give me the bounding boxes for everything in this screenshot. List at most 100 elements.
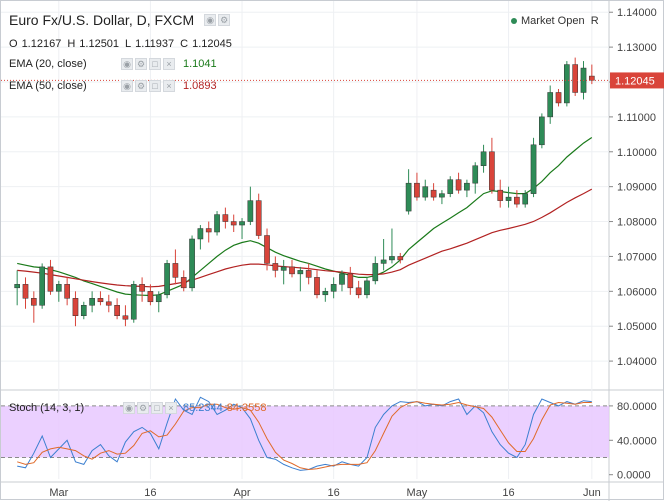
- candle-body: [272, 263, 279, 271]
- candle-body: [464, 182, 470, 191]
- candle-body: [414, 182, 420, 198]
- candle-body: [97, 298, 104, 303]
- candle-body: [289, 266, 295, 275]
- candle-body: [439, 193, 445, 198]
- settings-icon[interactable]: ⚙: [137, 402, 149, 414]
- close-icon[interactable]: ×: [163, 58, 175, 70]
- candle-body: [122, 315, 129, 320]
- ema50-line: [17, 188, 593, 288]
- candle-body: [364, 280, 370, 296]
- candle: [314, 270, 320, 299]
- candle: [180, 270, 187, 292]
- candle: [380, 238, 387, 271]
- duplicate-icon[interactable]: □: [151, 402, 163, 414]
- close-icon[interactable]: ×: [165, 402, 177, 414]
- y-tick-label: 1.07000: [617, 251, 657, 263]
- candle: [139, 277, 145, 302]
- candle-body: [539, 116, 545, 146]
- candle-body: [255, 200, 262, 236]
- y-tick-label: 1.04000: [617, 356, 657, 368]
- candle: [197, 225, 204, 250]
- candle-body: [589, 75, 595, 81]
- symbol-title[interactable]: Euro Fx/U.S. Dollar, D, FXCM: [9, 12, 195, 28]
- candle-body: [72, 298, 79, 316]
- eye-icon[interactable]: ◉: [121, 80, 133, 92]
- close-icon[interactable]: ×: [163, 80, 175, 92]
- candle: [14, 270, 20, 306]
- last-price-label: 1.12045: [615, 75, 655, 87]
- candle-body: [389, 256, 395, 261]
- candle-body: [497, 189, 504, 201]
- candle: [122, 305, 129, 327]
- candle: [105, 294, 112, 313]
- market-status[interactable]: Market Open R: [511, 15, 599, 27]
- candle-body: [89, 298, 95, 306]
- candle-body: [14, 284, 20, 289]
- candle-body: [455, 179, 462, 191]
- ema20-label[interactable]: EMA (20, close): [9, 58, 87, 70]
- settings-icon[interactable]: ⚙: [135, 58, 147, 70]
- duplicate-icon[interactable]: □: [149, 80, 161, 92]
- candle: [189, 235, 195, 292]
- stoch-y-tick-label: 80.0000: [617, 401, 657, 413]
- candle: [339, 270, 345, 292]
- x-tick-label: 16: [144, 487, 156, 499]
- y-tick-label: 1.10000: [617, 147, 657, 159]
- candle-body: [489, 151, 495, 191]
- candle: [239, 218, 245, 239]
- x-tick-label: 16: [502, 487, 514, 499]
- candle-body: [114, 305, 120, 316]
- candle-body: [297, 270, 304, 275]
- candle: [422, 179, 429, 201]
- candle-body: [30, 298, 37, 306]
- stoch-label[interactable]: Stoch (14, 3, 1): [9, 402, 85, 414]
- candle: [47, 259, 54, 295]
- y-tick-label: 1.11000: [617, 112, 656, 124]
- ema20-legend: EMA (20, close) ◉ ⚙ □ × 1.1041: [9, 58, 217, 70]
- duplicate-icon[interactable]: □: [149, 58, 161, 70]
- ema20-line: [17, 137, 593, 297]
- candle: [364, 277, 370, 299]
- candle-body: [147, 291, 154, 303]
- candle-body: [172, 263, 179, 278]
- ema50-label[interactable]: EMA (50, close): [9, 80, 87, 92]
- ema50-legend: EMA (50, close) ◉ ⚙ □ × 1.0893: [9, 80, 217, 92]
- candle-body: [422, 186, 429, 198]
- y-tick-label: 1.14000: [617, 7, 657, 19]
- candle: [464, 179, 470, 198]
- candle: [539, 113, 545, 149]
- candle: [414, 172, 420, 201]
- candle-body: [514, 196, 520, 205]
- candle: [297, 266, 304, 292]
- settings-icon[interactable]: ⚙: [135, 80, 147, 92]
- eye-icon[interactable]: ◉: [123, 402, 135, 414]
- candle: [430, 183, 437, 201]
- stoch-k-line: [17, 396, 592, 471]
- eye-icon[interactable]: ◉: [121, 58, 133, 70]
- candle-body: [280, 266, 287, 271]
- candle: [172, 249, 179, 285]
- candle-body: [305, 270, 312, 278]
- candle-body: [480, 151, 487, 166]
- candle: [514, 190, 520, 208]
- last-price-tag: [610, 72, 664, 89]
- candle-body: [372, 263, 379, 282]
- settings-icon[interactable]: ⚙: [218, 14, 231, 26]
- candle-body: [430, 189, 437, 198]
- candle-body: [80, 305, 87, 316]
- eye-icon[interactable]: ◉: [204, 14, 217, 26]
- candle-body: [55, 284, 62, 292]
- ema50-value: 1.0893: [183, 80, 217, 92]
- y-tick-label: 1.09000: [617, 182, 657, 194]
- candle: [214, 211, 220, 236]
- ohlc-open: 1.12167: [21, 38, 62, 50]
- ema20-value: 1.1041: [183, 58, 217, 70]
- candle: [280, 259, 287, 285]
- candle-body: [155, 294, 162, 303]
- candle-body: [355, 287, 362, 296]
- candle: [480, 144, 487, 173]
- candle: [230, 214, 237, 233]
- candle-body: [505, 196, 512, 201]
- x-tick-label: Mar: [49, 487, 68, 499]
